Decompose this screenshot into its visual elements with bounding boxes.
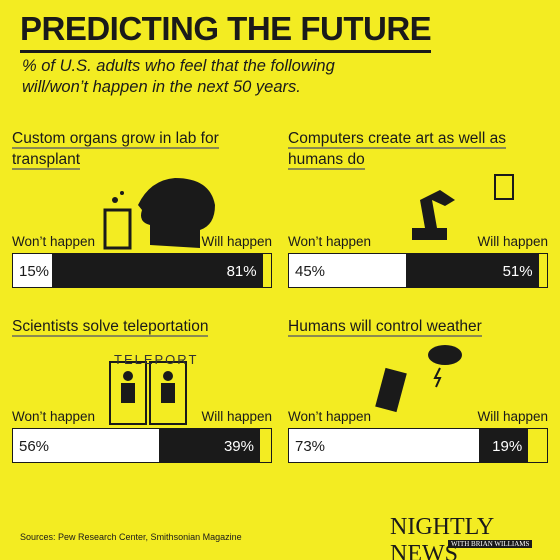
brand: NIGHTLY NEWS [390,514,494,560]
annotation: TELEPORT [114,352,199,367]
category-label: Won’t happen [288,234,372,249]
panel-title-text: Custom organs grow in lab for transplant [12,130,219,170]
brain-icon [103,178,215,250]
value-label: 51% [502,263,533,280]
bar-segment [406,254,539,287]
subtitle: % of U.S. adults who feel that the follo… [22,57,335,96]
source: Sources: Pew Research Center, Smithsonia… [20,532,242,542]
category-label: Will happen [477,234,548,249]
bar-frame: 45% 51% [288,253,548,288]
panel-title: Scientists solve teleportation [12,316,252,337]
panel-title: Computers create art as well as humans d… [288,128,528,170]
title: PREDICTING THE FUTURE [20,10,432,53]
bar-frame: 15% 81% [12,253,272,288]
value-label: 39% [223,438,254,455]
robot-arm-icon [412,174,514,240]
weather-icon [375,345,462,413]
category-label: Won’t happen [288,409,372,424]
panel-title-text: Humans will control weather [288,318,482,337]
value-label: 19% [492,438,523,455]
bar-segment [289,429,479,462]
panel-title: Custom organs grow in lab for transplant [12,128,252,170]
category-label: Won’t happen [12,234,96,249]
value-label: 56% [19,438,50,455]
bar-segment [158,429,260,462]
category-label: Will happen [201,234,272,249]
value-label: 45% [295,263,326,280]
panel-title-text: Scientists solve teleportation [12,318,209,337]
category-label: Won’t happen [12,409,96,424]
bar-segment [13,254,52,287]
bar-frame: 73% 19% [288,428,548,463]
bar-frame: 56% 39% [12,428,272,463]
bar-segment [289,254,406,287]
brand-sub: WITH BRIAN WILLIAMS [448,540,533,548]
bar-segment [52,254,263,287]
category-label: Will happen [201,409,272,424]
panel-title-text: Computers create art as well as humans d… [288,130,506,170]
bar-segment [13,429,159,462]
category-label: Will happen [477,409,548,424]
value-label: 73% [295,438,326,455]
bar-segment [478,429,529,462]
panel-title: Humans will control weather [288,316,528,337]
value-label: 81% [226,263,257,280]
teleport-icon [109,361,187,425]
value-label: 15% [19,263,50,280]
